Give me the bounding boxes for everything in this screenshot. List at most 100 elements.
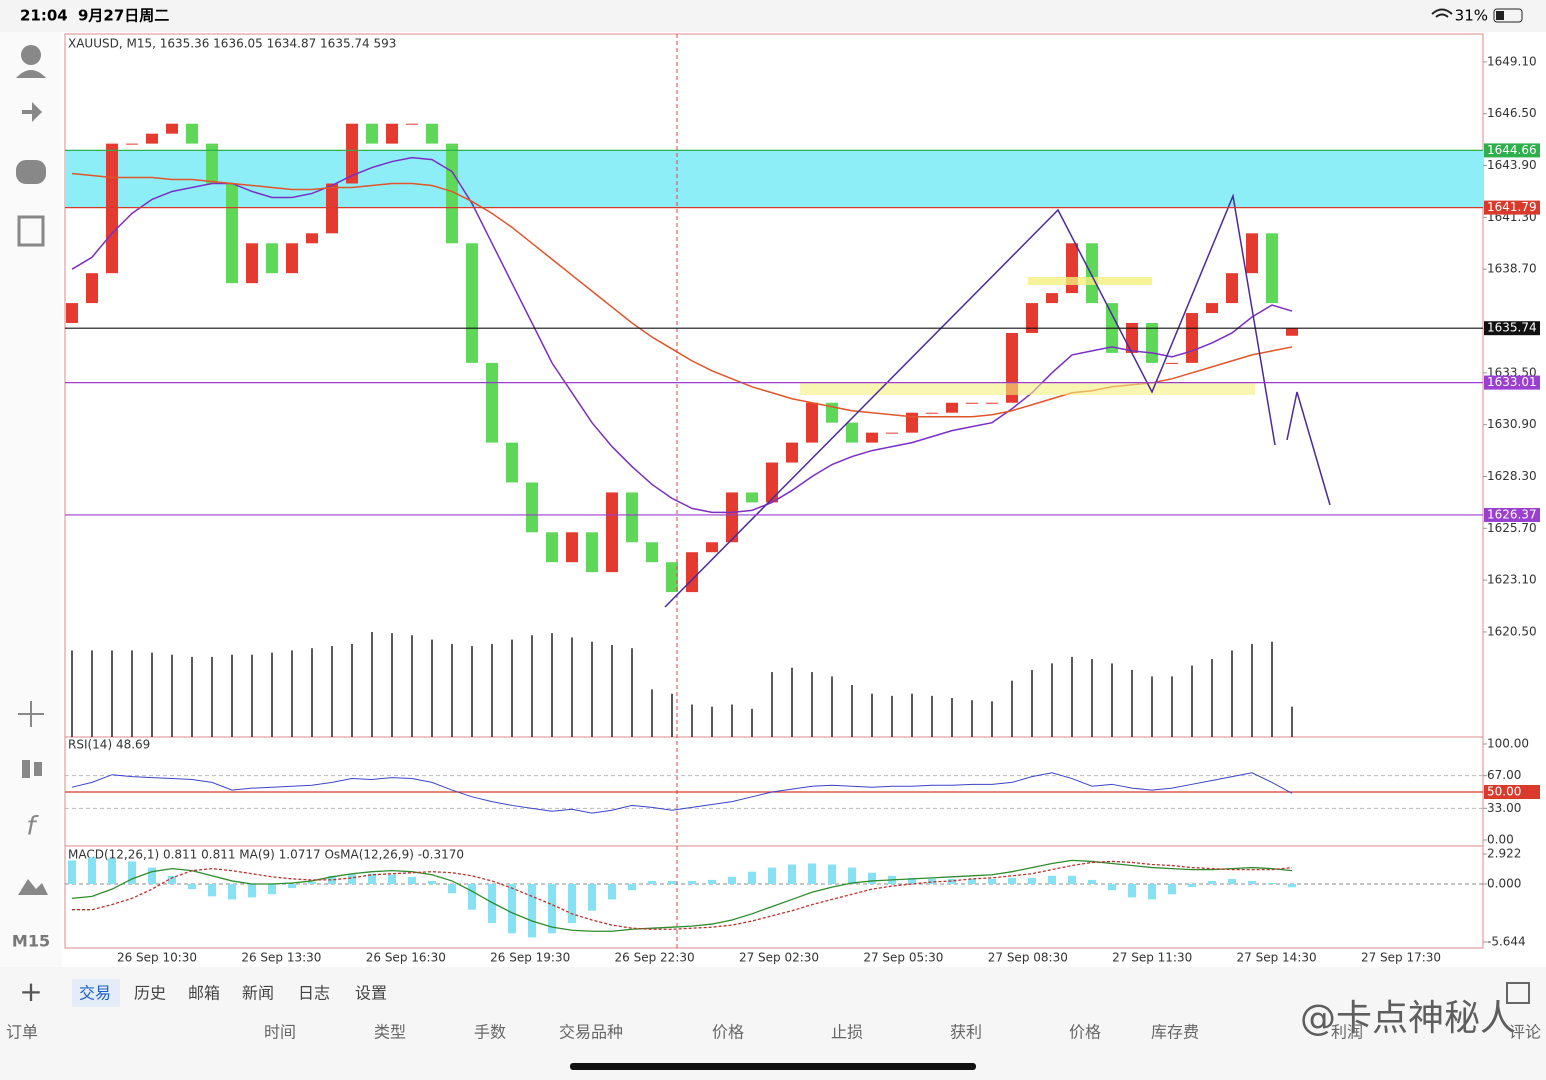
trade-icon[interactable]: [22, 102, 42, 122]
histogram-bar: [488, 884, 496, 924]
account-icon[interactable]: [21, 45, 41, 65]
level-label: 1633.01: [1487, 375, 1537, 389]
y-tick-label: 1649.10: [1487, 54, 1537, 68]
candle: [86, 273, 98, 304]
candle: [486, 362, 498, 443]
histogram-bar: [988, 878, 996, 885]
tab[interactable]: 历史: [134, 984, 166, 1003]
highlight-zone: [800, 383, 1255, 395]
y-tick-label: -5.644: [1487, 935, 1526, 949]
zone: [65, 150, 1483, 208]
candle: [306, 233, 318, 244]
histogram-bar: [768, 867, 776, 885]
tab[interactable]: 日志: [298, 984, 330, 1003]
histogram-bar: [248, 884, 256, 898]
histogram-bar: [1248, 880, 1256, 885]
histogram-bar: [628, 884, 636, 891]
x-tick-label: 27 Sep 02:30: [739, 951, 819, 965]
histogram-bar: [88, 857, 96, 885]
histogram-bar: [468, 884, 476, 910]
settings-icon[interactable]: [1506, 982, 1530, 1004]
histogram-bar: [68, 860, 76, 885]
candle: [1186, 313, 1198, 363]
candle: [786, 442, 798, 463]
x-tick-label: 27 Sep 05:30: [863, 951, 943, 965]
histogram-bar: [108, 858, 116, 885]
level-label: 1641.79: [1487, 200, 1537, 214]
battery-level: [1496, 11, 1504, 20]
candle: [946, 402, 958, 413]
rsi-level-label: 50.00: [1487, 785, 1521, 799]
candle-icon[interactable]: [22, 760, 30, 778]
candle: [126, 143, 138, 145]
candle: [206, 143, 218, 184]
histogram-bar: [808, 863, 816, 885]
y-tick-label: 1625.70: [1487, 521, 1537, 535]
candle: [166, 123, 178, 134]
objects-icon[interactable]: [18, 879, 48, 895]
candle: [1066, 243, 1078, 294]
tab[interactable]: 新闻: [242, 984, 274, 1003]
histogram-bar: [388, 874, 396, 885]
candle: [726, 492, 738, 543]
trend-drawing: [1286, 391, 1331, 506]
candle: [386, 123, 398, 144]
histogram-bar: [1148, 884, 1156, 900]
histogram-bar: [408, 876, 416, 885]
wifi-icon: [1431, 8, 1453, 18]
chat-icon[interactable]: [16, 160, 46, 184]
status-bar: [0, 0, 1546, 32]
x-tick-label: 27 Sep 08:30: [988, 951, 1068, 965]
tab[interactable]: 交易: [79, 984, 111, 1003]
histogram-bar: [448, 884, 456, 894]
candle: [246, 243, 258, 284]
histogram-bar: [1168, 884, 1176, 895]
bottom-panel: [0, 967, 1546, 1080]
level-label: 1644.66: [1487, 143, 1537, 157]
candle: [186, 123, 198, 144]
timeframe[interactable]: M15: [12, 932, 50, 951]
watermark: @卡点神秘人: [1300, 998, 1516, 1039]
candle: [1286, 328, 1298, 336]
y-tick-label: 67.00: [1487, 768, 1521, 782]
candle: [1266, 233, 1278, 304]
histogram-bar: [568, 884, 576, 924]
column-header: 价格: [1069, 1023, 1101, 1042]
x-tick-label: 27 Sep 17:30: [1361, 951, 1441, 965]
candle: [1206, 303, 1218, 314]
y-tick-label: 1620.50: [1487, 624, 1537, 638]
candle-icon[interactable]: [34, 762, 42, 776]
tab[interactable]: 设置: [355, 984, 387, 1003]
candle: [1126, 323, 1138, 353]
battery-icon: [1493, 8, 1523, 23]
histogram-bar: [1188, 884, 1196, 888]
level-label: 1626.37: [1487, 507, 1537, 521]
battery-text: 31%: [1455, 7, 1488, 25]
candle: [766, 462, 778, 503]
column-header: 利润: [1331, 1023, 1363, 1042]
candle: [326, 183, 338, 234]
tab[interactable]: 邮箱: [188, 984, 220, 1003]
histogram-bar: [148, 867, 156, 885]
column-header: 手数: [474, 1023, 506, 1042]
histogram-bar: [428, 880, 436, 885]
column-header: 价格: [712, 1023, 744, 1042]
new-order-icon[interactable]: [17, 215, 45, 247]
crosshair-icon[interactable]: [18, 701, 44, 727]
candle: [886, 432, 898, 434]
candle: [746, 492, 758, 503]
histogram-bar: [1288, 884, 1296, 888]
candle: [406, 123, 418, 125]
y-tick-label: 1628.30: [1487, 469, 1537, 483]
rsi-line: [71, 772, 1293, 814]
moving-average: [71, 172, 1293, 418]
candle: [1046, 293, 1058, 304]
histogram-bar: [1028, 877, 1036, 885]
add-button[interactable]: +: [19, 975, 42, 1008]
candle: [666, 562, 678, 593]
level-label-bg: [1484, 143, 1540, 158]
symbol-header: XAUUSD, M15, 1635.36 1636.05 1634.87 163…: [68, 37, 396, 51]
candle: [266, 243, 278, 274]
x-tick-label: 26 Sep 19:30: [490, 951, 570, 965]
y-tick-label: 0.00: [1487, 833, 1514, 847]
